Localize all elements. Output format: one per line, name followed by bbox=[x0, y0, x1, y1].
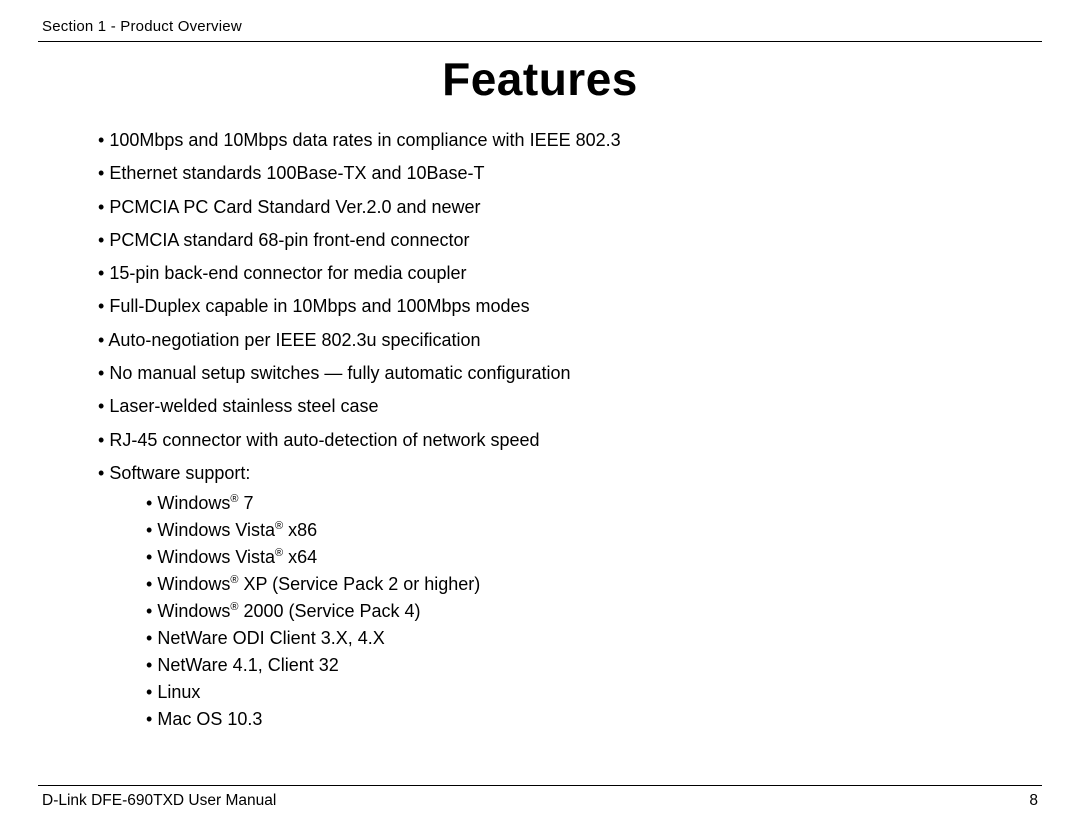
software-item: • Mac OS 10.3 bbox=[146, 706, 1042, 733]
software-item: • Windows® XP (Service Pack 2 or higher) bbox=[146, 571, 1042, 598]
feature-item: • RJ-45 connector with auto-detection of… bbox=[98, 424, 1042, 457]
header-section-text: Section 1 - Product Overview bbox=[38, 18, 1042, 35]
feature-item: • Auto-negotiation per IEEE 802.3u speci… bbox=[98, 324, 1042, 357]
header-rule bbox=[38, 41, 1042, 42]
feature-item: • Ethernet standards 100Base-TX and 10Ba… bbox=[98, 157, 1042, 190]
feature-item: • 100Mbps and 10Mbps data rates in compl… bbox=[98, 124, 1042, 157]
page-title: Features bbox=[38, 52, 1042, 106]
software-item: • NetWare 4.1, Client 32 bbox=[146, 652, 1042, 679]
software-item: • Windows® 7 bbox=[146, 490, 1042, 517]
feature-item: • No manual setup switches — fully autom… bbox=[98, 357, 1042, 390]
software-item: • Windows Vista® x86 bbox=[146, 517, 1042, 544]
footer-page-number: 8 bbox=[1029, 792, 1038, 810]
software-support-list: • Windows® 7 • Windows Vista® x86 • Wind… bbox=[98, 490, 1042, 733]
software-item: • Windows® 2000 (Service Pack 4) bbox=[146, 598, 1042, 625]
feature-item: • PCMCIA standard 68-pin front-end conne… bbox=[98, 224, 1042, 257]
footer-doc-title: D-Link DFE-690TXD User Manual bbox=[42, 792, 276, 810]
software-item: • Windows Vista® x64 bbox=[146, 544, 1042, 571]
feature-item: • Software support: bbox=[98, 457, 1042, 490]
feature-item: • PCMCIA PC Card Standard Ver.2.0 and ne… bbox=[98, 191, 1042, 224]
document-page: Section 1 - Product Overview Features • … bbox=[0, 0, 1080, 834]
software-item: • Linux bbox=[146, 679, 1042, 706]
software-item: • NetWare ODI Client 3.X, 4.X bbox=[146, 625, 1042, 652]
features-list: • 100Mbps and 10Mbps data rates in compl… bbox=[38, 124, 1042, 733]
feature-item: • Laser-welded stainless steel case bbox=[98, 390, 1042, 423]
feature-item: • 15-pin back-end connector for media co… bbox=[98, 257, 1042, 290]
footer-rule bbox=[38, 785, 1042, 786]
page-footer: D-Link DFE-690TXD User Manual 8 bbox=[42, 792, 1038, 810]
feature-item: • Full-Duplex capable in 10Mbps and 100M… bbox=[98, 290, 1042, 323]
